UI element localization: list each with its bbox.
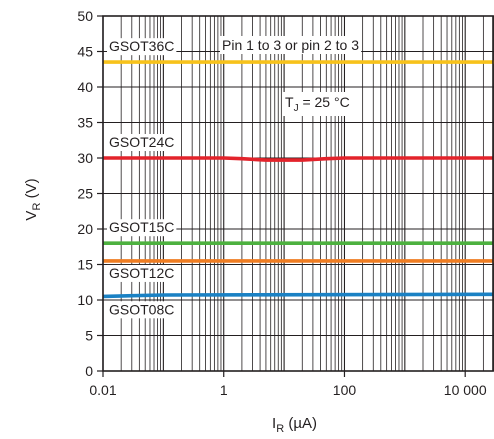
x-tick-label: 0.01 [89,382,116,398]
y-tick-label: 35 [77,115,93,131]
y-tick-label: 20 [77,221,93,237]
annotation-temperature: TJ = 25 °C [283,92,352,116]
y-tick-label: 0 [85,363,93,379]
series-label-text: GSOT15C [109,219,174,235]
x-tick-label: 10 000 [444,382,487,398]
annotation-pins: Pin 1 to 3 or pin 2 to 3 [220,36,361,54]
y-tick-label: 15 [77,257,93,273]
series-label-text: GSOT12C [109,265,174,281]
y-tick-label: 30 [77,150,93,166]
series-label-text: GSOT24C [109,134,174,150]
y-tick-label: 45 [77,44,93,60]
series-label-text: GSOT36C [109,38,174,54]
x-tick-label: 1 [220,382,228,398]
y-tick-label: 5 [85,328,93,344]
series-label-gsot15c: GSOT15C [107,219,176,236]
y-tick-label: 10 [77,292,93,308]
series-label-gsot24c: GSOT24C [107,134,176,151]
x-tick-label: 100 [333,382,357,398]
series-label-gsot12c: GSOT12C [107,265,176,282]
series-label-gsot08c: GSOT08C [107,301,176,318]
y-tick-label: 40 [77,79,93,95]
series-label-text: GSOT08C [109,301,174,317]
series-line-gsot08c [103,294,494,296]
y-tick-label: 50 [77,8,93,24]
series-label-gsot36c: GSOT36C [107,38,176,55]
y-tick-label: 25 [77,186,93,202]
series-line-gsot24c [103,158,494,160]
annotation-pins-text: Pin 1 to 3 or pin 2 to 3 [222,37,359,53]
